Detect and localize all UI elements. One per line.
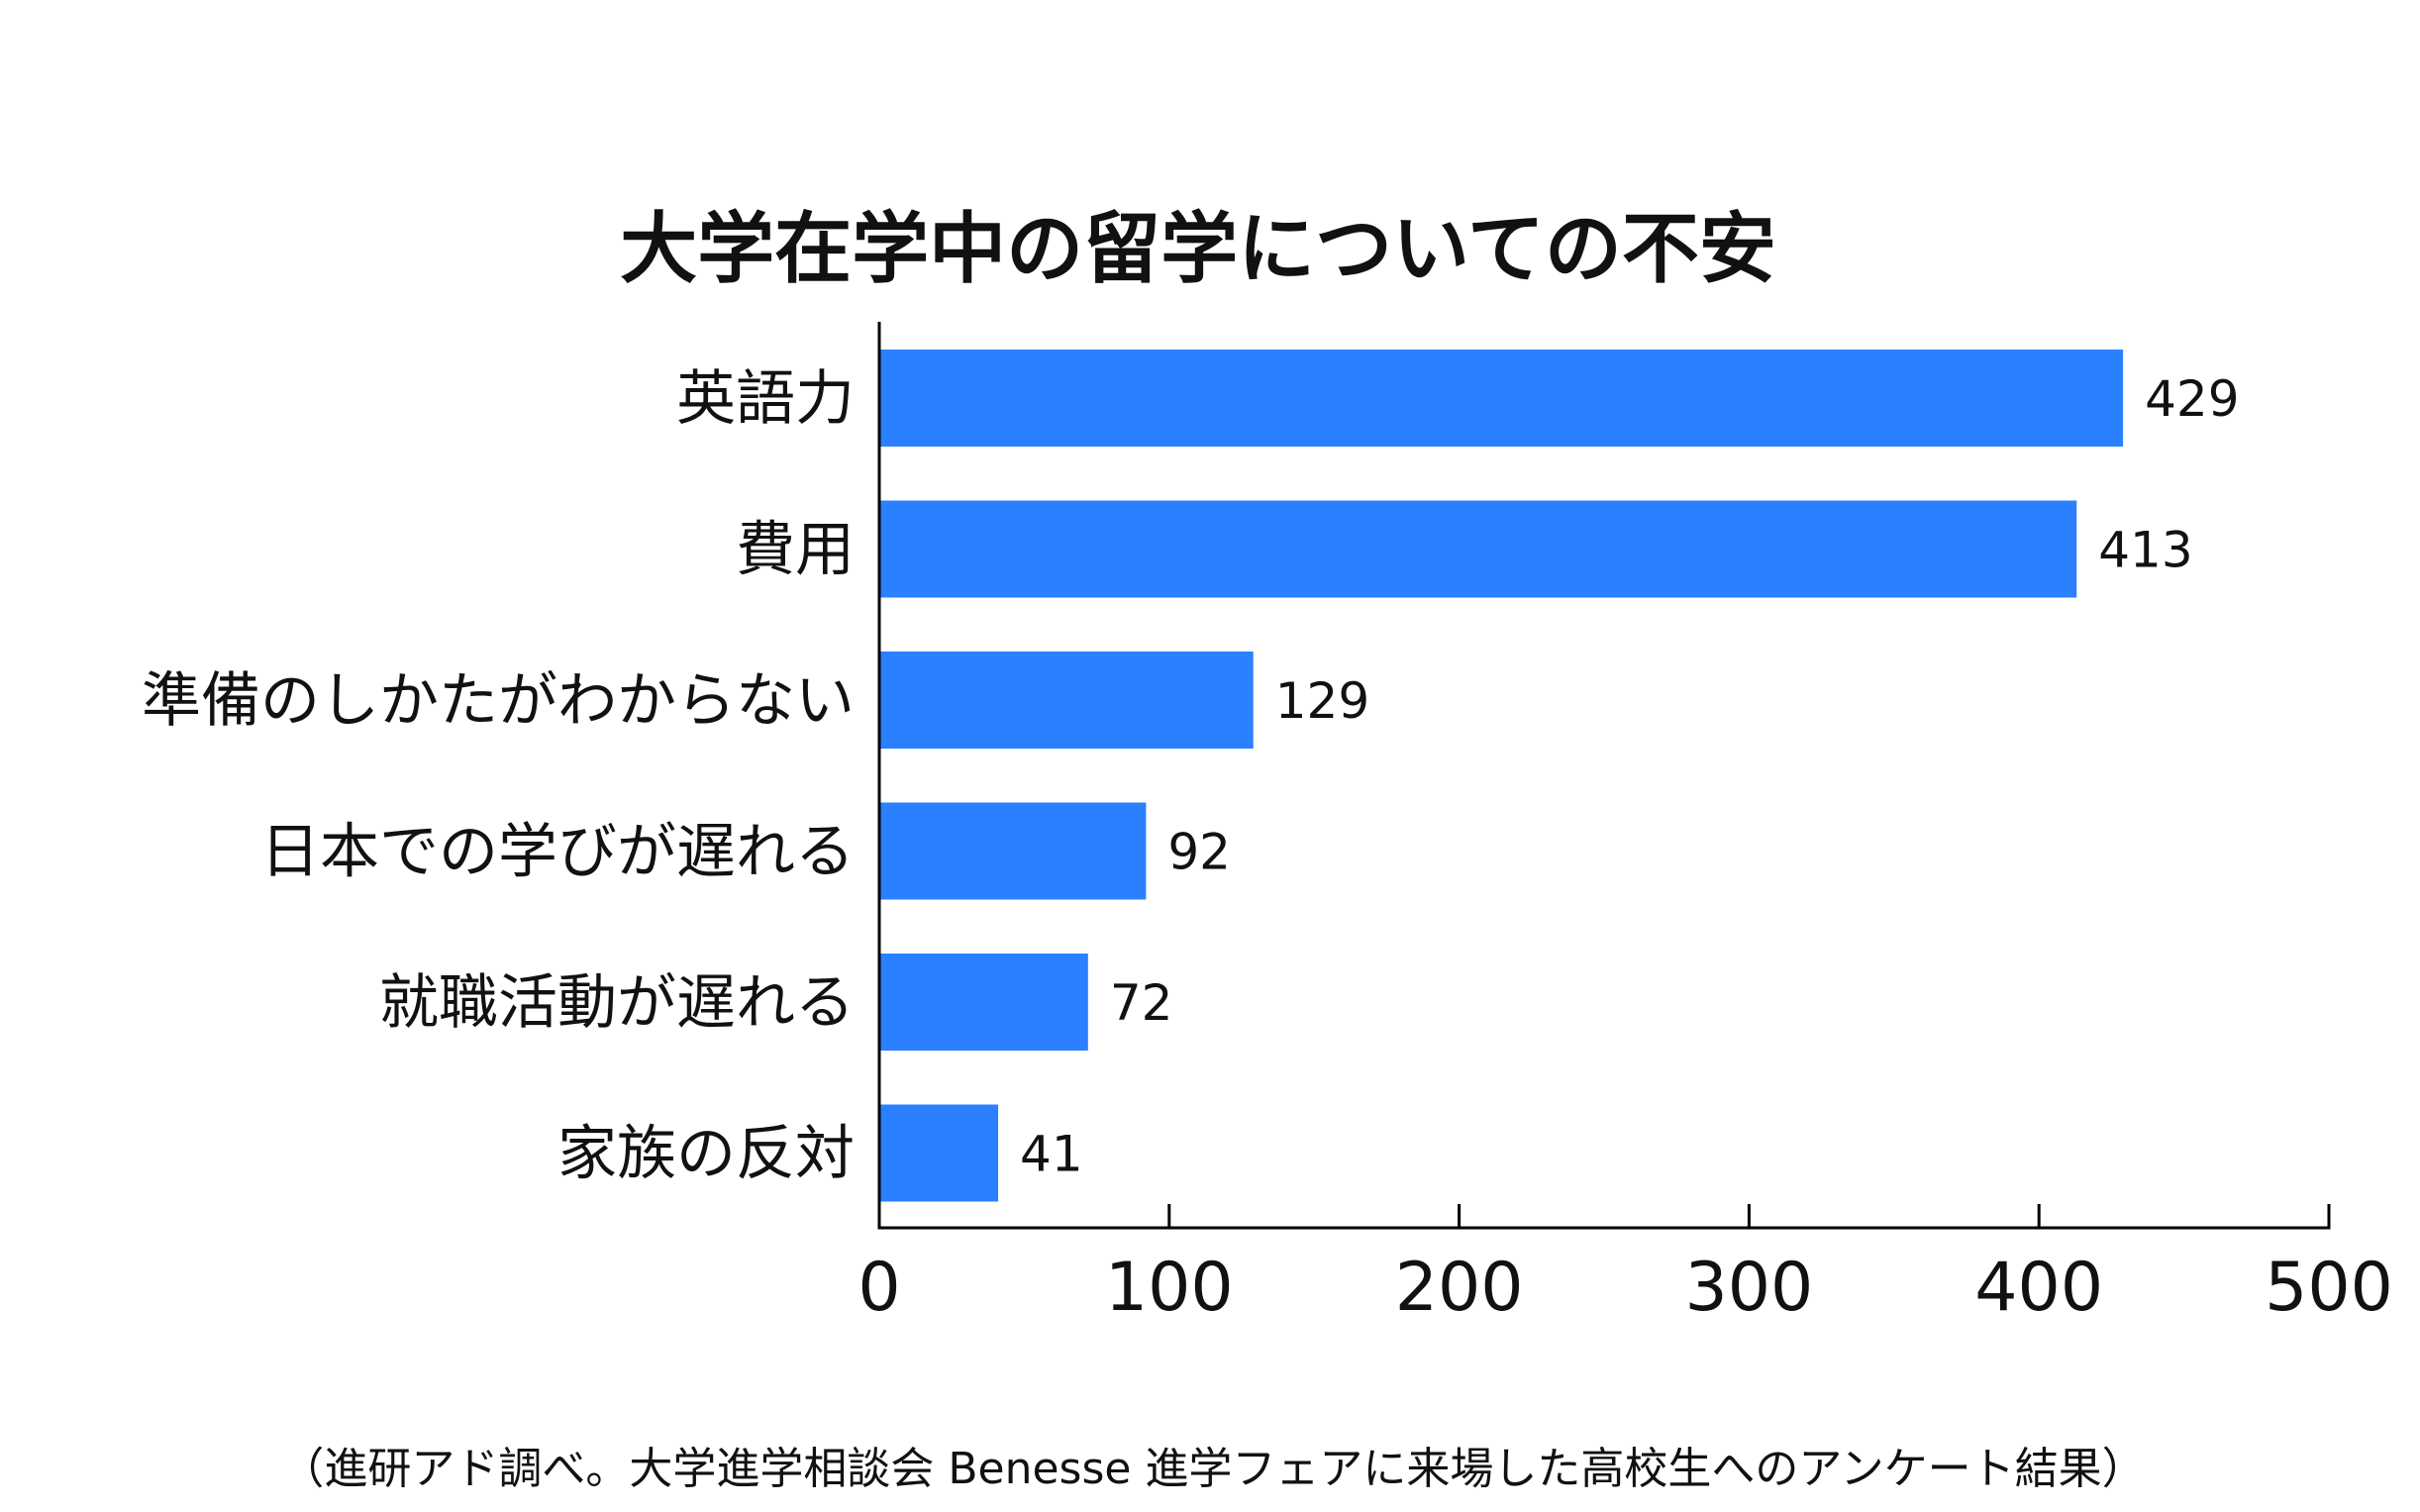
value-label-2: 129 bbox=[1275, 672, 1369, 730]
category-label-5: 家族の反対 bbox=[557, 1120, 855, 1189]
x-tick-label-1: 100 bbox=[1105, 1249, 1234, 1327]
category-label-1: 費用 bbox=[736, 516, 855, 585]
bar-2 bbox=[879, 652, 1254, 749]
bar-5 bbox=[879, 1104, 999, 1202]
category-label-3: 日本での学びが遅れる bbox=[260, 818, 855, 887]
x-axis-ticks: 0 100 200 300 400 500 bbox=[857, 1204, 2393, 1327]
category-label-4: 就職活動が遅れる bbox=[379, 968, 855, 1038]
chart-title: 大学在学中の留学についての不安 bbox=[620, 205, 1776, 294]
x-tick-label-0: 0 bbox=[857, 1249, 900, 1327]
value-label-3: 92 bbox=[1167, 824, 1231, 881]
bar-1 bbox=[879, 500, 2077, 598]
value-label-4: 72 bbox=[1110, 974, 1173, 1032]
source-note: （進研アド調べ。大学進学相談会 Benesse 進学フェアに来場した高校生へのア… bbox=[280, 1444, 2145, 1494]
x-tick-label-3: 300 bbox=[1685, 1249, 1814, 1327]
bar-3 bbox=[879, 802, 1147, 900]
bars-layer bbox=[879, 350, 2124, 1202]
bar-0 bbox=[879, 350, 2124, 447]
value-label-0: 429 bbox=[2145, 370, 2239, 428]
category-label-2: 準備のしかたがわからない bbox=[142, 666, 855, 736]
x-tick-label-2: 200 bbox=[1395, 1249, 1524, 1327]
category-label-0: 英語力 bbox=[676, 364, 855, 434]
value-label-1: 413 bbox=[2098, 522, 2192, 579]
value-labels: 429 413 129 92 72 41 bbox=[1020, 370, 2240, 1183]
x-tick-label-5: 500 bbox=[2265, 1249, 2393, 1327]
bar-4 bbox=[879, 954, 1088, 1051]
x-tick-label-4: 400 bbox=[1974, 1249, 2103, 1327]
value-label-5: 41 bbox=[1020, 1126, 1083, 1183]
